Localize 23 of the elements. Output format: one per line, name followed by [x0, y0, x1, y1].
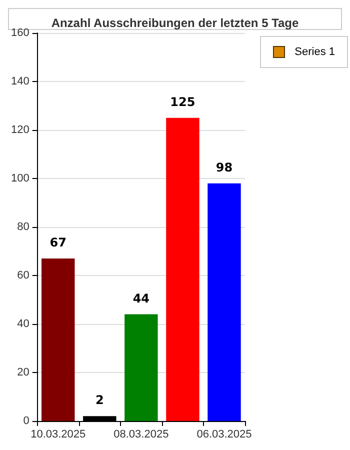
text: Series 1: [294, 46, 335, 58]
y-tick-label: 60: [17, 270, 30, 282]
bar: [208, 183, 241, 421]
y-tick-label: 20: [17, 366, 30, 378]
data-label: 67: [50, 236, 66, 250]
bar: [42, 258, 75, 421]
x-tick-label: 06.03.2025: [196, 428, 252, 440]
x-tick-label: 08.03.2025: [114, 428, 169, 440]
x-tick-label: 10.03.2025: [30, 428, 86, 440]
y-tick-label: 0: [23, 415, 30, 427]
y-tick-label: 140: [10, 76, 30, 88]
y-tick-label: 100: [10, 172, 30, 184]
chart-title: Anzahl Ausschreibungen der letzten 5 Tage: [51, 16, 300, 30]
data-label: 2: [95, 393, 104, 408]
data-label: 98: [216, 160, 233, 174]
y-tick-label: 160: [10, 27, 30, 39]
data-label: 125: [170, 94, 196, 109]
data-label: 44: [132, 291, 150, 306]
y-tick-label: 40: [17, 318, 30, 330]
bar: [124, 314, 158, 421]
y-tick-label: 80: [17, 221, 30, 233]
y-tick-label: 120: [10, 124, 30, 136]
bar: [166, 118, 200, 421]
